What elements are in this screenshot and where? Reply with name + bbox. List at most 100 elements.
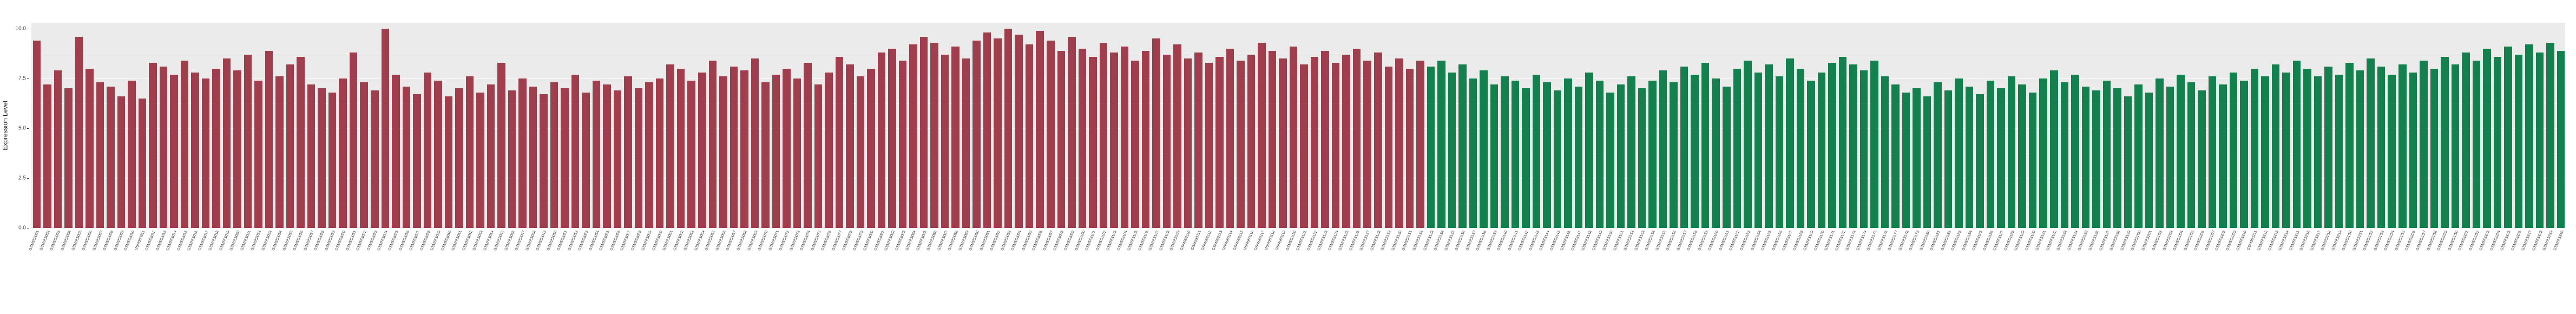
bar-GSM553081 xyxy=(877,53,886,228)
bar-GSM553148 xyxy=(1585,73,1593,228)
gridline-minor xyxy=(31,203,2565,204)
bar-column xyxy=(95,23,106,228)
bar-column xyxy=(2122,23,2133,228)
bar-GSM553182 xyxy=(1944,90,1953,228)
x-tick-cell: GSM553203 xyxy=(2162,228,2176,287)
bar-GSM553114 xyxy=(1226,48,1234,228)
bar-GSM553067 xyxy=(730,66,738,228)
x-tick-cell: GSM553034 xyxy=(377,228,391,287)
x-tick-cell: GSM553119 xyxy=(1275,228,1289,287)
bar-column xyxy=(1658,23,1668,228)
x-tick-cell: GSM553130 xyxy=(1391,228,1405,287)
x-tick-cell: GSM553153 xyxy=(1634,228,1647,287)
bar-column xyxy=(1521,23,1532,228)
x-tick-cell: GSM553055 xyxy=(599,228,613,287)
bar-GSM553029 xyxy=(328,92,337,228)
bar-GSM553054 xyxy=(592,80,601,228)
x-tick-cell: GSM553008 xyxy=(103,228,116,287)
bar-column xyxy=(63,23,74,228)
x-tick-cell: GSM553161 xyxy=(1719,228,1732,287)
bar-GSM553032 xyxy=(360,82,368,228)
bar-GSM553208 xyxy=(2219,84,2227,228)
bar-column xyxy=(1394,23,1405,228)
bar-GSM553210 xyxy=(2240,80,2248,228)
x-tick-cell: GSM553027 xyxy=(303,228,317,287)
bar-column xyxy=(1890,23,1901,228)
bar-column xyxy=(2165,23,2176,228)
bar-GSM553031 xyxy=(349,53,358,228)
x-tick-cell: GSM553215 xyxy=(2289,228,2302,287)
bar-column xyxy=(1014,23,1024,228)
bar-column xyxy=(1531,23,1542,228)
bar-column xyxy=(2291,23,2302,228)
bar-GSM553180 xyxy=(1923,96,1931,228)
bar-column xyxy=(274,23,285,228)
bar-column xyxy=(2249,23,2260,228)
x-tick-label: GSM553001 xyxy=(29,230,41,252)
x-tick-cell: GSM553129 xyxy=(1381,228,1394,287)
bar-column xyxy=(2101,23,2112,228)
bar-column xyxy=(1299,23,1310,228)
bar-column xyxy=(1035,23,1046,228)
bar-GSM553158 xyxy=(1691,74,1699,228)
bar-column xyxy=(1584,23,1595,228)
x-tick-cell: GSM553131 xyxy=(1402,228,1415,287)
x-tick-cell: GSM553062 xyxy=(673,228,686,287)
bar-GSM553118 xyxy=(1268,50,1277,228)
x-tick-cell: GSM553188 xyxy=(2003,228,2017,287)
x-tick-cell: GSM553111 xyxy=(1191,228,1204,287)
bar-GSM553139 xyxy=(1490,84,1499,228)
bar-column xyxy=(2323,23,2334,228)
x-tick-cell: GSM553134 xyxy=(1434,228,1447,287)
x-tick-cell: GSM553200 xyxy=(2131,228,2144,287)
x-tick-cell: GSM553020 xyxy=(229,228,243,287)
bar-GSM553076 xyxy=(825,73,833,228)
bar-GSM553189 xyxy=(2018,84,2026,228)
bar-GSM553230 xyxy=(2451,64,2460,228)
x-tick-cell: GSM553086 xyxy=(926,228,940,287)
bar-column xyxy=(929,23,940,228)
x-tick-cell: GSM553070 xyxy=(758,228,771,287)
bar-column xyxy=(845,23,856,228)
x-tick-cell: GSM553147 xyxy=(1570,228,1584,287)
bar-GSM553109 xyxy=(1173,44,1181,228)
bar-column xyxy=(1309,23,1320,228)
gridline-minor xyxy=(31,153,2565,154)
bar-GSM553219 xyxy=(2335,74,2343,228)
x-tick-cell: GSM553022 xyxy=(251,228,264,287)
bar-column xyxy=(401,23,412,228)
x-tick-cell: GSM553156 xyxy=(1666,228,1679,287)
x-tick-cell: GSM553176 xyxy=(1877,228,1890,287)
bar-column xyxy=(1880,23,1890,228)
bar-GSM553235 xyxy=(2504,47,2512,228)
bar-GSM553147 xyxy=(1574,86,1583,228)
bar-column xyxy=(2440,23,2450,228)
bar-GSM553218 xyxy=(2324,66,2332,228)
bar-GSM553122 xyxy=(1310,56,1319,228)
x-tick-cell: GSM553166 xyxy=(1771,228,1785,287)
bar-column xyxy=(1468,23,1478,228)
x-tick-cell: GSM553202 xyxy=(2152,228,2165,287)
bar-column xyxy=(422,23,433,228)
bar-column xyxy=(2492,23,2503,228)
x-tick-cell: GSM553011 xyxy=(134,228,148,287)
x-tick-cell: GSM553093 xyxy=(1000,228,1014,287)
bar-column xyxy=(2218,23,2229,228)
bar-GSM553001 xyxy=(32,41,41,228)
bar-GSM553128 xyxy=(1374,53,1382,228)
x-tick-cell: GSM553209 xyxy=(2225,228,2239,287)
gridline-minor xyxy=(31,103,2565,104)
bar-column xyxy=(549,23,560,228)
bar-column xyxy=(1267,23,1278,228)
bar-column xyxy=(264,23,274,228)
bar-GSM553058 xyxy=(634,88,643,228)
bar-column xyxy=(242,23,253,228)
bar-GSM553063 xyxy=(687,80,695,228)
bar-GSM553124 xyxy=(1331,62,1340,228)
bar-column xyxy=(1848,23,1859,228)
bar-GSM553162 xyxy=(1733,68,1742,228)
x-tick-cell: GSM553138 xyxy=(1476,228,1489,287)
x-tick-cell: GSM553167 xyxy=(1782,228,1796,287)
x-tick-cell: GSM553017 xyxy=(198,228,211,287)
bar-GSM553091 xyxy=(983,32,991,228)
